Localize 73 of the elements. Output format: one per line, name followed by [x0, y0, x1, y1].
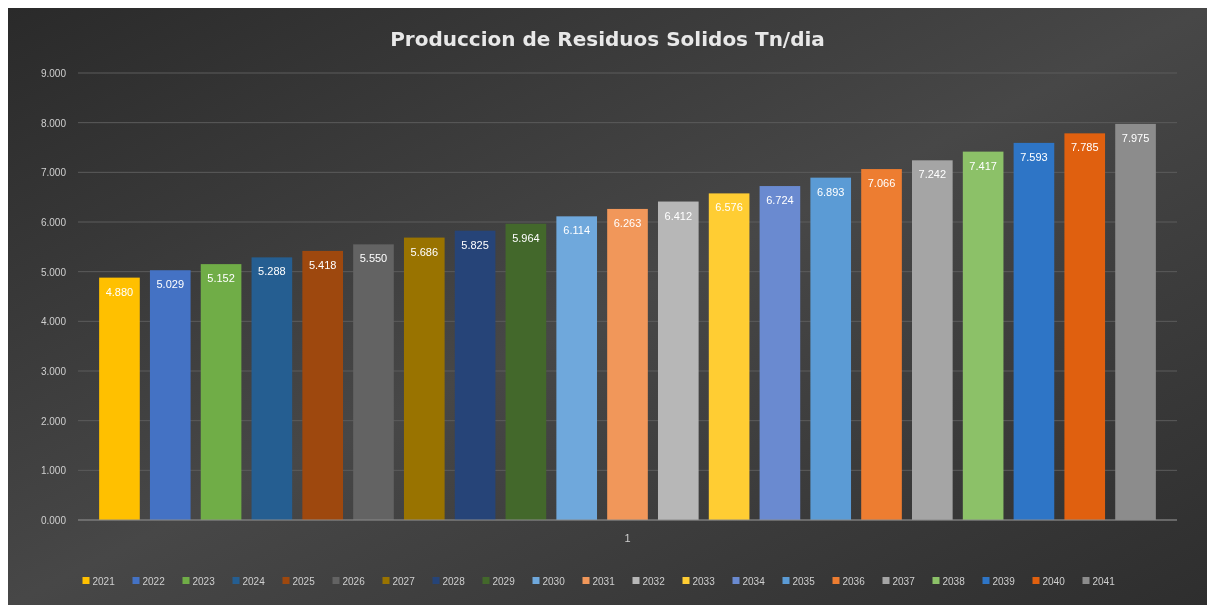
legend-label: 2027 [392, 576, 416, 587]
data-label: 5.550 [359, 252, 388, 265]
bar [861, 169, 902, 520]
legend-label: 2032 [642, 576, 666, 587]
data-label: 5.686 [410, 245, 439, 258]
bar [403, 237, 445, 520]
bar [708, 193, 750, 520]
bar [962, 151, 1004, 520]
legend-label: 2021 [92, 576, 116, 587]
bar [556, 216, 598, 520]
legend-label: 2038 [942, 576, 966, 587]
legend-label: 2040 [1042, 576, 1066, 587]
data-label: 5.964 [512, 231, 540, 244]
y-tick-label: 1.000 [40, 465, 67, 477]
legend-label: 2023 [192, 576, 216, 587]
data-label: 6.412 [664, 209, 693, 222]
legend-label: 2039 [992, 576, 1016, 587]
bar [149, 270, 191, 520]
legend-label: 2033 [692, 576, 716, 587]
legend-label: 2029 [492, 576, 516, 587]
legend-label: 2041 [1092, 576, 1116, 587]
data-label: 7.785 [1070, 141, 1099, 154]
bar [505, 223, 547, 520]
data-label: 5.152 [207, 272, 235, 285]
bar [454, 230, 496, 520]
legend-label: 2035 [792, 576, 816, 587]
bar [1013, 142, 1055, 520]
data-label: 5.288 [258, 265, 286, 278]
legend-label: 2030 [542, 576, 566, 587]
bar [99, 277, 140, 520]
x-tick-label: 1 [624, 532, 631, 544]
legend-label: 2036 [842, 576, 866, 587]
y-tick-label: 8.000 [40, 117, 67, 129]
chart-title: Produccion de Residuos Solidos Tn/dia [390, 27, 825, 51]
data-label: 6.576 [715, 201, 743, 214]
bar [759, 186, 801, 520]
bar [607, 208, 648, 520]
data-label: 6.263 [613, 216, 642, 229]
data-label: 7.417 [969, 159, 997, 172]
data-label: 5.825 [461, 238, 489, 251]
legend-label: 2031 [592, 576, 616, 587]
data-label: 7.066 [867, 177, 896, 190]
data-label: 6.724 [766, 194, 794, 207]
y-tick-label: 2.000 [40, 415, 67, 427]
data-label: 7.242 [918, 168, 947, 181]
legend-label: 2034 [742, 576, 766, 587]
data-label: 6.114 [563, 224, 591, 237]
bar [912, 160, 953, 520]
legend-label: 2022 [142, 576, 166, 587]
bar [302, 250, 343, 520]
data-label: 6.893 [816, 185, 845, 198]
y-tick-label: 7.000 [40, 167, 67, 179]
data-label: 7.975 [1121, 131, 1150, 144]
legend-label: 2026 [342, 576, 366, 587]
y-tick-label: 9.000 [40, 68, 67, 79]
y-tick-label: 5.000 [40, 266, 67, 278]
legend-label: 2028 [442, 576, 466, 587]
bar [1064, 133, 1106, 520]
y-tick-label: 3.000 [40, 366, 67, 377]
legend-label: 2024 [242, 576, 266, 587]
bar [251, 257, 293, 520]
data-label: 5.418 [308, 258, 337, 271]
data-label: 5.029 [156, 278, 185, 291]
bar [810, 177, 852, 520]
legend-label: 2025 [292, 576, 316, 587]
data-label: 7.593 [1020, 150, 1048, 163]
y-tick-label: 6.000 [40, 217, 67, 228]
data-label: 4.880 [105, 285, 134, 298]
legend-label: 2037 [892, 576, 916, 587]
bar [200, 264, 242, 520]
y-tick-label: 4.000 [40, 316, 67, 328]
y-tick-label: 0.000 [40, 515, 67, 526]
bar [657, 201, 699, 520]
